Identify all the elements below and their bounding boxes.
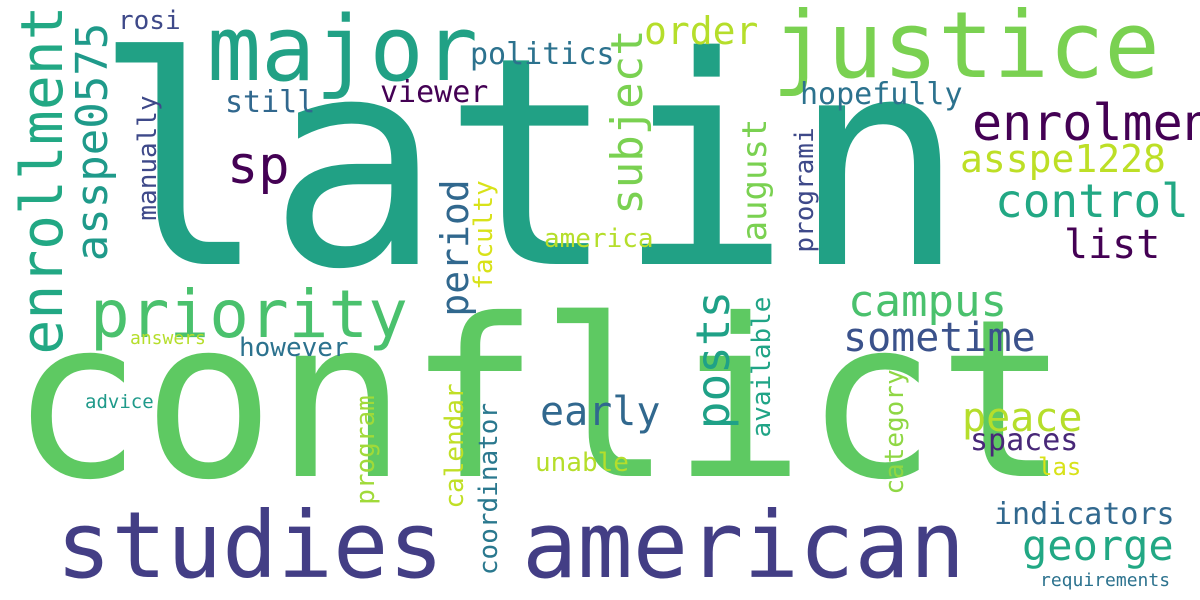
word-las: las (1038, 453, 1082, 481)
word-coordinator: coordinator (474, 402, 504, 576)
word-subject: subject (602, 29, 653, 215)
word-faculty: faculty (469, 180, 499, 290)
word-programi: programi (790, 127, 820, 253)
word-viewer: viewer (380, 75, 489, 110)
word-unable: unable (535, 448, 629, 478)
word-latin: latin (93, 0, 966, 333)
word-american: american (522, 492, 966, 599)
word-conflict: conflict (10, 272, 1070, 528)
word-priority: priority (90, 276, 408, 353)
word-list: list (1064, 222, 1161, 268)
word-politics: politics (470, 37, 615, 72)
word-george: george (1022, 521, 1174, 570)
word-still: still (225, 85, 316, 120)
word-program: program (351, 395, 381, 505)
word-posts: posts (686, 290, 740, 430)
word-available: available (747, 296, 777, 438)
word-asspe1228: asspe1228 (960, 137, 1166, 181)
word-studies: studies (56, 492, 444, 599)
word-sp: sp (227, 136, 290, 196)
word-hopefully: hopefully (800, 77, 963, 112)
word-justice: justice (772, 0, 1160, 99)
word-spaces: spaces (970, 423, 1079, 458)
word-calendar: calendar (440, 383, 470, 509)
word-asspe0575: asspe0575 (67, 22, 118, 262)
word-rosi: rosi (118, 6, 181, 36)
word-manually: manually (133, 95, 163, 221)
word-however: however (239, 333, 349, 363)
word-august: august (735, 118, 775, 242)
word-order: order (644, 9, 759, 53)
word-answers: answers (130, 328, 206, 349)
word-category: category (880, 369, 910, 495)
word-early: early (540, 389, 661, 435)
word-campus: control (995, 174, 1189, 228)
word-major: major (207, 0, 478, 102)
word-america: america (544, 224, 654, 254)
word-requirements: requirements (1040, 570, 1171, 591)
word-advice: advice (85, 391, 154, 413)
word-indicators: indicators (994, 497, 1175, 532)
word-enrollment: campus (848, 276, 1007, 327)
word-enrolment: enrollment (8, 5, 76, 355)
word-peace: peace (962, 395, 1083, 441)
word-control: enrolment (972, 94, 1200, 152)
word-sometime: sometime (843, 315, 1036, 361)
